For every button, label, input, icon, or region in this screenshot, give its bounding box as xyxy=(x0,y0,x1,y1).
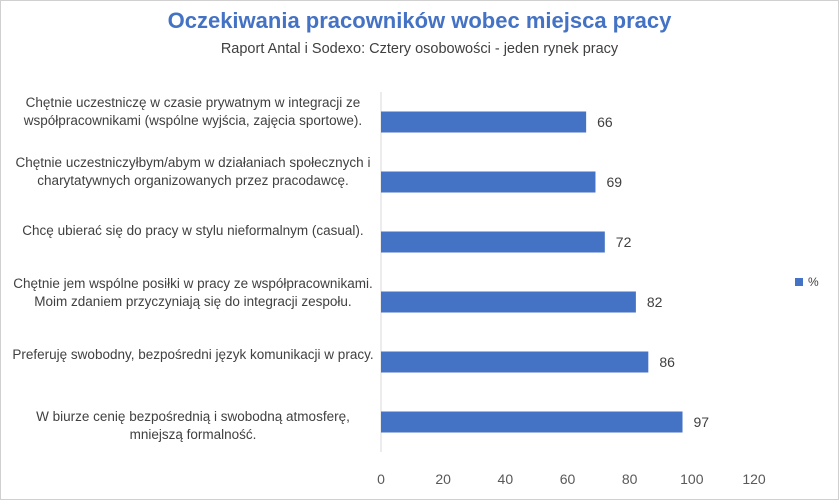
category-label: Chętnie uczestniczę w czasie prywatnym w… xyxy=(23,95,363,128)
chart-subtitle: Raport Antal i Sodexo: Cztery osobowości… xyxy=(220,41,619,57)
category-label: Chętnie uczestniczyłbym/abym w działania… xyxy=(15,155,371,188)
data-label: 86 xyxy=(659,354,675,370)
x-tick-label: 60 xyxy=(560,471,576,487)
data-label: 66 xyxy=(597,114,613,130)
chart-title: Oczekiwania pracowników wobec miejsca pr… xyxy=(167,8,672,33)
bar xyxy=(381,171,596,193)
x-tick-label: 40 xyxy=(498,471,514,487)
x-tick-label: 0 xyxy=(377,471,385,487)
category-label: Preferuję swobodny, bezpośredni język ko… xyxy=(12,347,374,362)
bar xyxy=(381,231,605,253)
category-label: W biurze cenię bezpośrednią i swobodną a… xyxy=(36,409,350,442)
legend: % xyxy=(795,275,819,289)
data-label: 82 xyxy=(647,294,663,310)
data-label: 72 xyxy=(616,234,632,250)
category-label: Chcę ubierać się do pracy w stylu niefor… xyxy=(22,223,364,238)
bar xyxy=(381,291,636,313)
bar xyxy=(381,351,649,373)
legend-label: % xyxy=(808,275,819,289)
x-tick-label: 80 xyxy=(622,471,638,487)
legend-swatch xyxy=(795,278,803,286)
data-label: 97 xyxy=(694,414,710,430)
data-label: 69 xyxy=(606,174,622,190)
x-tick-label: 100 xyxy=(680,471,704,487)
bar xyxy=(381,111,587,133)
category-label: Chętnie jem wspólne posiłki w pracy ze w… xyxy=(13,276,373,309)
bar xyxy=(381,411,683,433)
x-tick-label: 20 xyxy=(435,471,451,487)
x-tick-label: 120 xyxy=(742,471,766,487)
